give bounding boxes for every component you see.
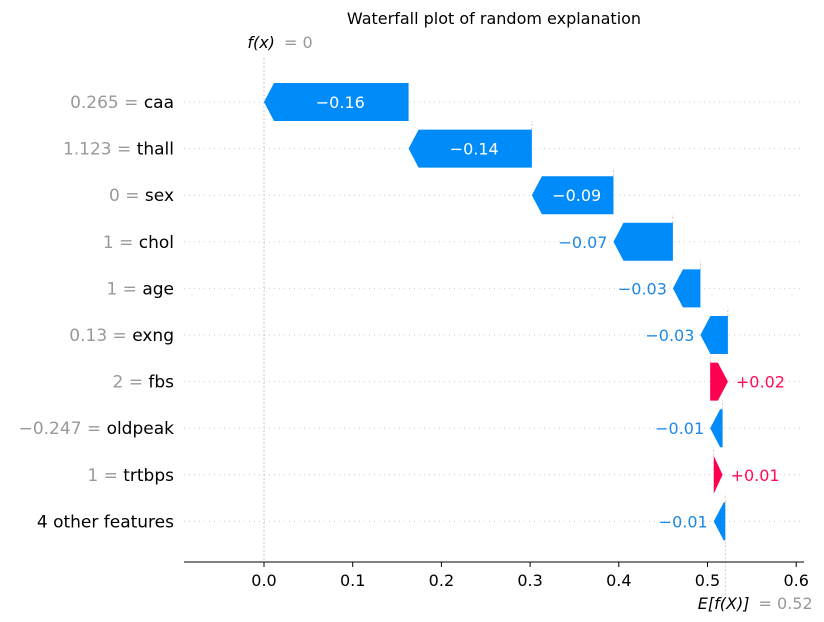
expected-value-annotation: E[f(X)] = 0.52: [698, 594, 813, 613]
feature-bar: [710, 362, 728, 401]
feature-value: 2 =: [112, 373, 148, 393]
x-tick-label: 0.2: [429, 571, 454, 590]
feature-bar: [672, 269, 701, 308]
feature-name: trtbps: [123, 466, 174, 486]
feature-value: 0 =: [109, 186, 145, 206]
feature-label: 0.265 = caa: [70, 93, 174, 113]
feature-value: 0.265 =: [70, 93, 144, 113]
expected-value-label: E[f(X)] = 0.52: [698, 594, 813, 613]
feature-name: fbs: [148, 373, 174, 393]
feature-label: 1.123 = thall: [63, 140, 174, 160]
feature-bar: [713, 455, 723, 494]
feature-bar: [613, 222, 673, 261]
feature-name: sex: [145, 186, 174, 206]
x-tick-label: 0.6: [783, 571, 808, 590]
feature-label: 1 = age: [106, 279, 174, 299]
fx-value: = 0: [284, 33, 313, 52]
feature-name: exng: [132, 326, 174, 346]
x-tick-label: 0.0: [251, 571, 276, 590]
feature-bar: [713, 502, 726, 541]
x-tick-label: 0.5: [695, 571, 720, 590]
bar-value-label: −0.01: [659, 512, 708, 531]
feature-label: 1 = trtbps: [87, 466, 174, 486]
x-axis: 0.0 0.1 0.2 0.3 0.4 0.5 0.6: [184, 561, 809, 590]
chart-title: Waterfall plot of random explanation: [347, 9, 641, 28]
feature-value: 1.123 =: [63, 140, 137, 160]
feature-label: 0.13 = exng: [69, 326, 174, 346]
feature-label: 1 = chol: [103, 233, 174, 253]
reference-lines: [263, 58, 726, 596]
feature-bars: −0.16 −0.14 −0.09 −0.07 −0.03 −0.03 +0.02 −0.01…: [264, 83, 785, 541]
feature-bar: [531, 176, 614, 215]
bar-value-label: −0.07: [558, 233, 607, 252]
feature-name: 4 other features: [37, 512, 174, 532]
bar-value-label: −0.14: [450, 140, 499, 159]
bar-value-label: −0.03: [618, 279, 667, 298]
bar-value-label: +0.01: [731, 466, 780, 485]
x-tick-label: 0.3: [517, 571, 542, 590]
bar-value-label: −0.01: [655, 419, 704, 438]
feature-name: thall: [137, 140, 174, 160]
bar-value-label: −0.16: [316, 93, 365, 112]
feature-bar: [408, 129, 532, 168]
efx-value: = 0.52: [759, 594, 813, 613]
bar-value-label: −0.09: [552, 186, 601, 205]
feature-label: 0 = sex: [109, 186, 174, 206]
feature-value: −0.247 =: [19, 419, 107, 439]
feature-value: 1 =: [87, 466, 123, 486]
feature-label: 4 other features: [37, 512, 174, 532]
fx-symbol: f(x): [247, 33, 275, 52]
feature-bar: [710, 409, 723, 448]
feature-value: 1 =: [103, 233, 139, 253]
efx-symbol: E[f(X)]: [698, 594, 750, 613]
fx-annotation: f(x) = 0: [247, 33, 312, 52]
feature-value: 0.13 =: [69, 326, 132, 346]
feature-name: oldpeak: [107, 419, 175, 439]
feature-bar: [700, 316, 728, 354]
feature-label: −0.247 = oldpeak: [19, 419, 175, 439]
feature-name: age: [142, 279, 174, 299]
feature-bar: [264, 83, 409, 121]
feature-name: caa: [144, 93, 174, 113]
feature-name: chol: [139, 233, 174, 253]
x-tick-label: 0.4: [606, 571, 631, 590]
feature-value: 1 =: [106, 279, 142, 299]
x-tick-label: 0.1: [340, 571, 365, 590]
bar-value-label: +0.02: [736, 373, 785, 392]
bar-value-label: −0.03: [645, 326, 694, 345]
fx-label: f(x) = 0: [247, 33, 312, 52]
feature-label: 2 = fbs: [112, 373, 174, 393]
